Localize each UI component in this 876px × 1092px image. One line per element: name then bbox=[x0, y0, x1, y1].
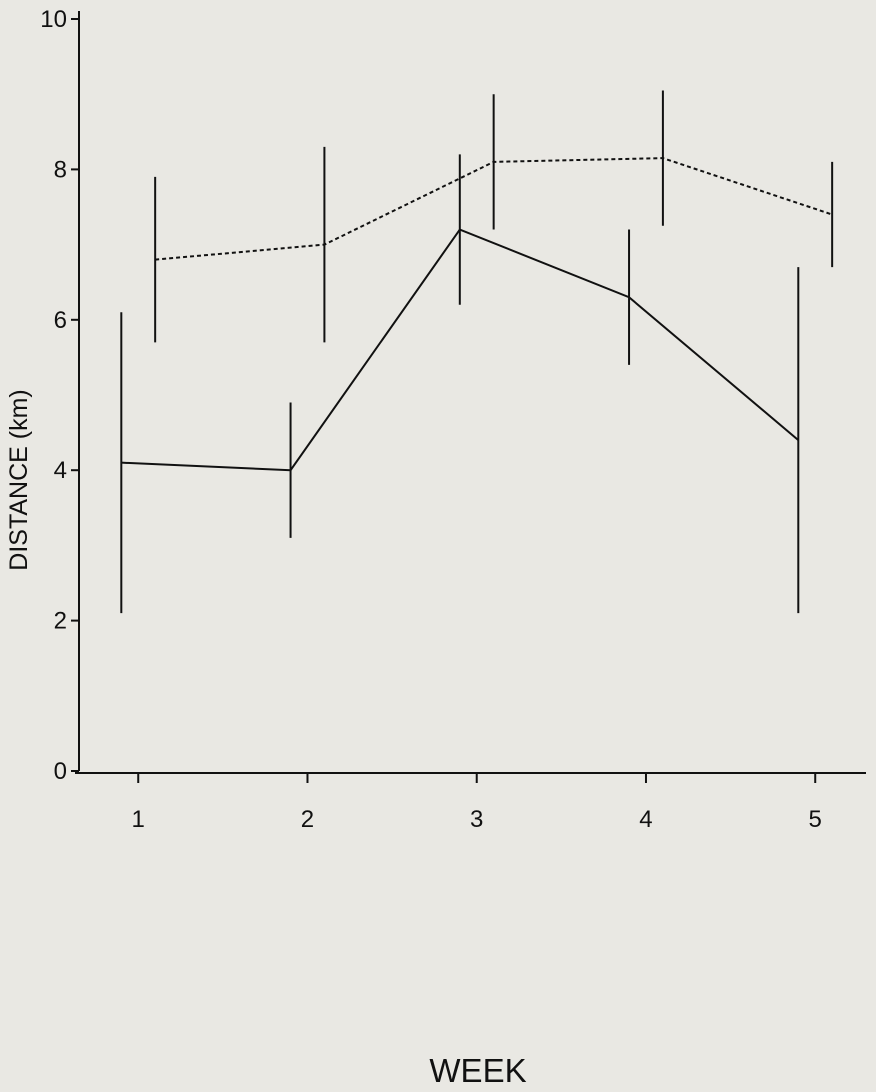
axes bbox=[75, 11, 866, 774]
x-ticks: 1 2 3 4 5 bbox=[132, 773, 822, 833]
x-tick-label: 4 bbox=[639, 806, 652, 833]
series-1 bbox=[120, 154, 800, 614]
x-tick-label: 5 bbox=[809, 806, 822, 833]
y-axis-title: DISTANCE (km) bbox=[5, 389, 33, 570]
y-tick-label: 10 bbox=[40, 6, 67, 33]
series-2 bbox=[154, 90, 834, 343]
x-axis-title: WEEK bbox=[429, 1052, 526, 1089]
x-tick-label: 2 bbox=[301, 806, 314, 833]
y-tick-label: 8 bbox=[54, 156, 67, 183]
y-tick-label: 6 bbox=[54, 307, 67, 334]
x-tick-label: 3 bbox=[470, 806, 483, 833]
chart-marks bbox=[120, 90, 834, 614]
y-tick-label: 2 bbox=[54, 608, 67, 635]
y-tick-label: 4 bbox=[54, 457, 67, 484]
y-ticks: 0 2 4 6 8 10 bbox=[40, 6, 79, 785]
x-tick-label: 1 bbox=[132, 806, 145, 833]
y-tick-label: 0 bbox=[54, 758, 67, 785]
